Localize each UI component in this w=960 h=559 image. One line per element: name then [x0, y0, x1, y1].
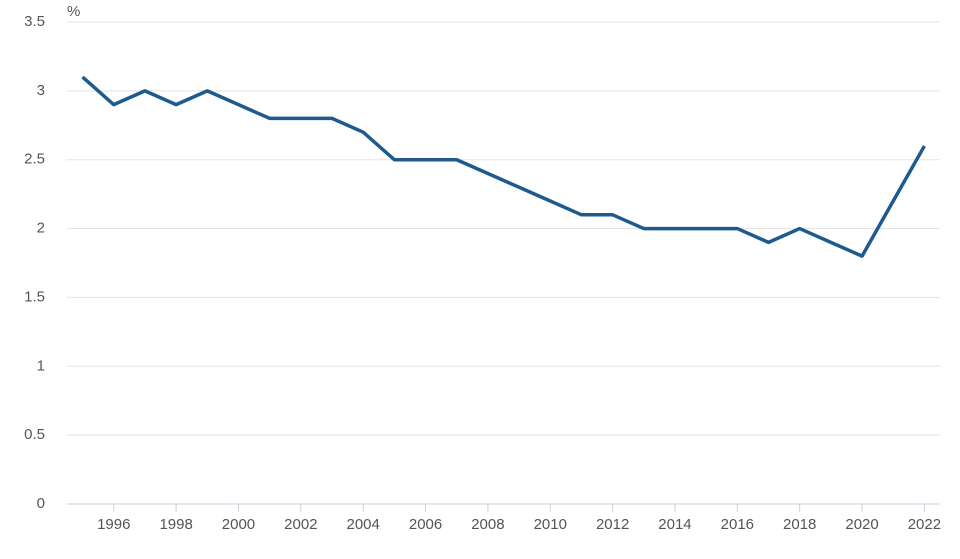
unit-label: % [67, 3, 80, 20]
x-tick-label: 1996 [97, 516, 130, 533]
x-tick-label: 2020 [845, 516, 878, 533]
x-tick-label: 2008 [471, 516, 504, 533]
x-tick-label: 2016 [721, 516, 754, 533]
y-tick-label: 3.5 [24, 13, 45, 30]
y-tick-label: 0.5 [24, 426, 45, 443]
x-tick-label: 2018 [783, 516, 816, 533]
line [81, 75, 926, 258]
x-tick-label: 2002 [284, 516, 317, 533]
x-tick-label: 2012 [596, 516, 629, 533]
x-tick-label: 2004 [347, 516, 380, 533]
x-tick-label: 2022 [908, 516, 941, 533]
y-tick-label: 3 [37, 82, 45, 99]
x-tick-label: 2014 [658, 516, 691, 533]
y-tick-label: 1 [37, 357, 45, 374]
y-tick-label: 1.5 [24, 288, 45, 305]
x-tick-label: 2006 [409, 516, 442, 533]
y-tick-label: 0 [37, 495, 45, 512]
x-tick-label: 2000 [222, 516, 255, 533]
x-tick-label: 2010 [534, 516, 567, 533]
y-tick-label: 2 [37, 220, 45, 237]
x-tick-label: 1998 [159, 516, 192, 533]
y-tick-label: 2.5 [24, 151, 45, 168]
